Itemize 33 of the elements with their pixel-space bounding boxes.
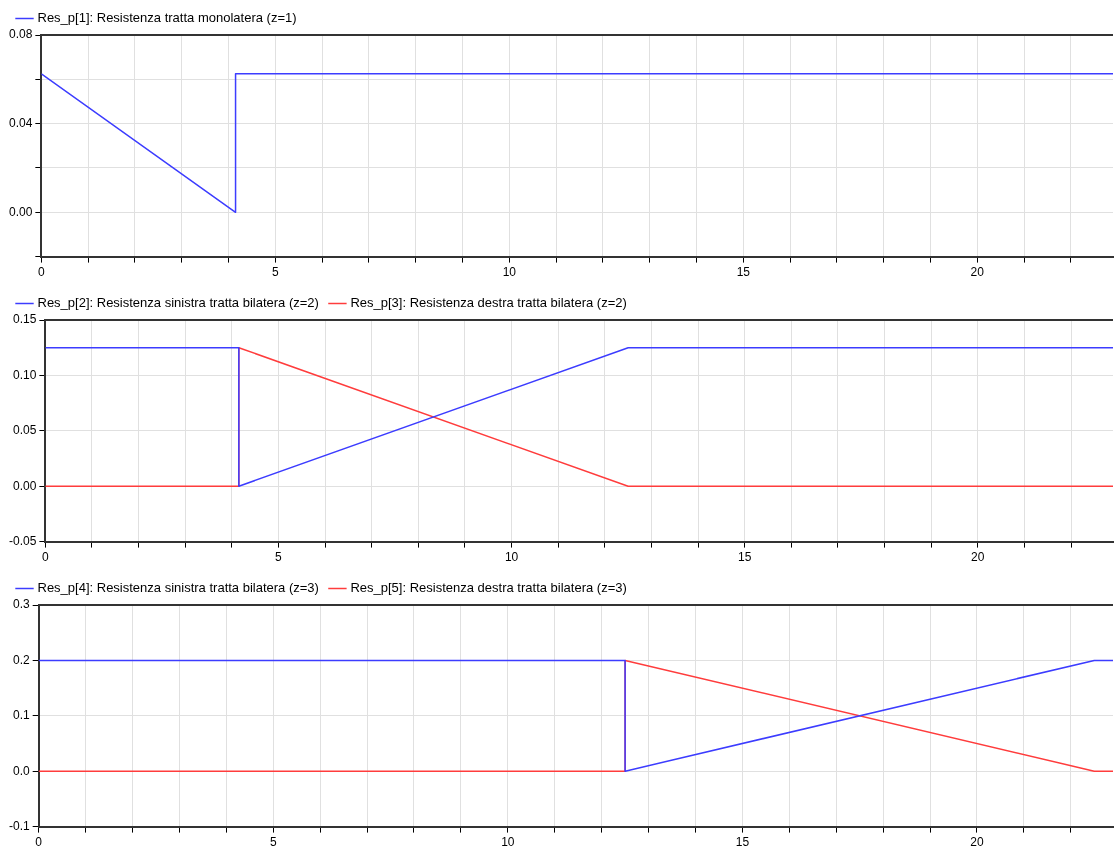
y-tick-label: 0.1 <box>12 708 30 723</box>
x-tick-label: 15 <box>738 550 752 565</box>
y-tick-label: -0.05 <box>8 533 37 548</box>
y-tick-label: 0.00 <box>9 204 33 219</box>
y-tick-label: 0.10 <box>12 367 37 382</box>
legend-label: Res_p[5]: Resistenza destra tratta bilatera (z=3) <box>350 580 627 596</box>
y-tick-label: 0.0 <box>12 763 30 778</box>
x-tick-label: 20 <box>970 265 985 280</box>
legend-label: Res_p[3]: Resistenza destra tratta bilatera (z=2) <box>350 295 627 311</box>
y-tick-label: 0.08 <box>9 27 33 42</box>
x-tick-label: 20 <box>971 550 985 565</box>
y-tick-label: 0.00 <box>12 478 37 493</box>
x-tick-label: 0 <box>35 835 43 850</box>
x-tick-label: 10 <box>504 550 519 565</box>
x-tick-label: 5 <box>272 265 279 280</box>
legend-label: Res_p[1]: Resistenza tratta monolatera (z=1) <box>37 10 297 26</box>
y-tick-label: 0.15 <box>12 312 37 327</box>
x-tick-label: 15 <box>736 265 751 280</box>
x-tick-label: 0 <box>42 550 50 565</box>
x-tick-label: 10 <box>501 835 515 850</box>
x-tick-label: 15 <box>735 835 750 850</box>
x-tick-label: 5 <box>275 550 283 565</box>
x-tick-label: 0 <box>38 265 46 280</box>
x-tick-label: 10 <box>502 265 517 280</box>
legend-label: Res_p[2]: Resistenza sinistra tratta bilatera (z=2) <box>37 295 319 311</box>
y-tick-label: -0.1 <box>8 818 30 833</box>
legend-label: Res_p[4]: Resistenza sinistra tratta bilatera (z=3) <box>37 580 319 596</box>
x-tick-label: 5 <box>269 835 277 850</box>
y-tick-label: 0.04 <box>9 115 33 130</box>
x-tick-label: 20 <box>970 835 984 850</box>
y-tick-label: 0.05 <box>12 423 37 438</box>
y-tick-label: 0.3 <box>12 597 30 612</box>
y-tick-label: 0.2 <box>12 652 30 667</box>
